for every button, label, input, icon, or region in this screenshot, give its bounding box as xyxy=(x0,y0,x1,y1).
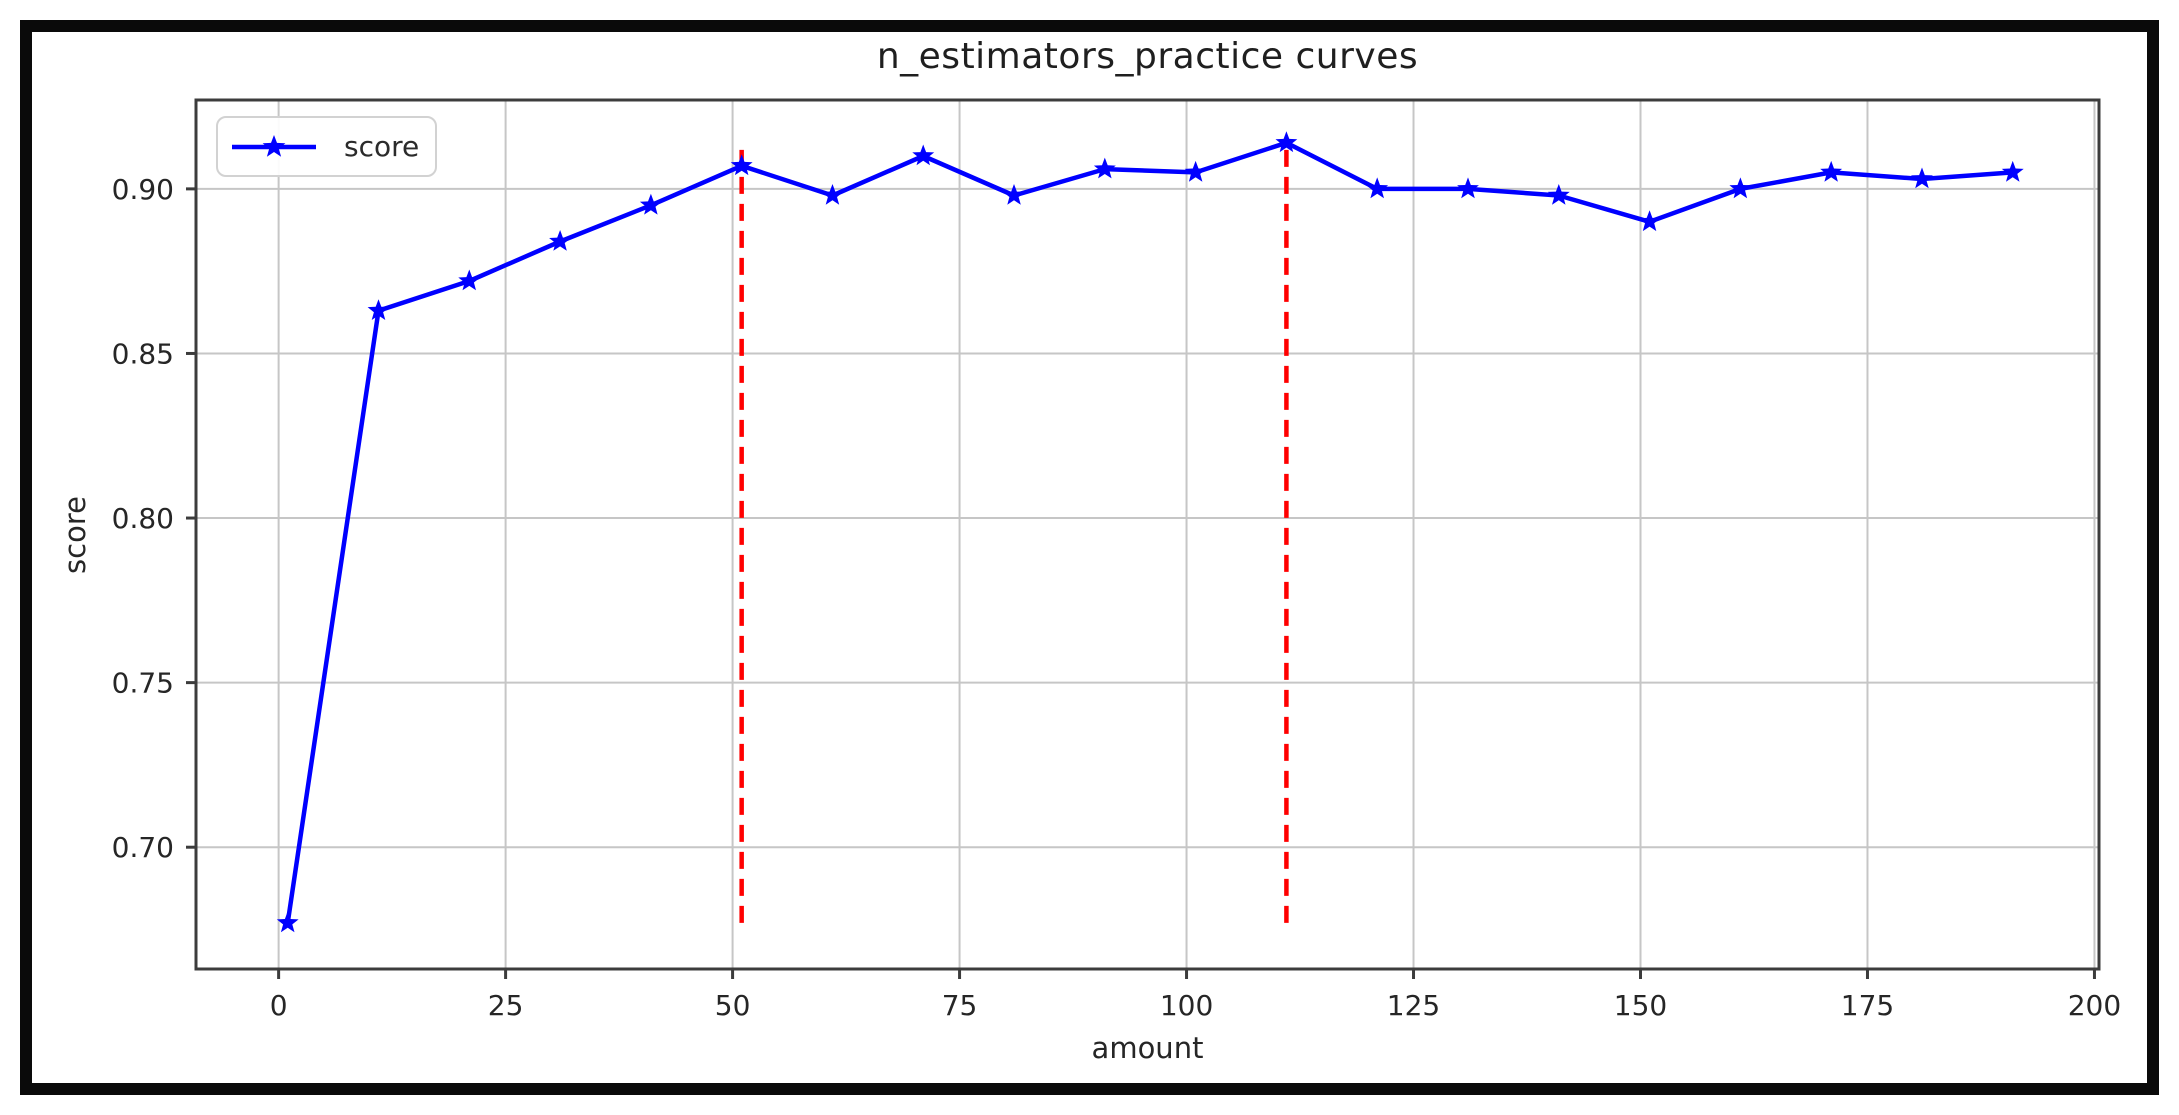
svg-text:0.70: 0.70 xyxy=(112,831,174,864)
svg-text:200: 200 xyxy=(2068,989,2121,1022)
svg-text:150: 150 xyxy=(1614,989,1667,1022)
svg-text:0: 0 xyxy=(270,989,288,1022)
svg-text:100: 100 xyxy=(1160,989,1213,1022)
svg-text:25: 25 xyxy=(488,989,524,1022)
svg-text:175: 175 xyxy=(1841,989,1894,1022)
svg-text:0.90: 0.90 xyxy=(112,173,174,206)
legend-label: score xyxy=(344,130,420,163)
svg-text:75: 75 xyxy=(942,989,978,1022)
svg-text:50: 50 xyxy=(715,989,751,1022)
figure-border xyxy=(20,20,2159,1095)
chart-title: n_estimators_practice curves xyxy=(876,36,1419,77)
svg-text:0.75: 0.75 xyxy=(112,667,174,700)
svg-text:0.80: 0.80 xyxy=(112,502,174,535)
legend: score xyxy=(216,116,437,177)
y-axis-title: score xyxy=(58,496,92,574)
svg-text:0.85: 0.85 xyxy=(112,337,174,370)
svg-text:125: 125 xyxy=(1387,989,1440,1022)
legend-line-star-swatch xyxy=(232,134,316,157)
x-axis-title: amount xyxy=(1091,1031,1204,1065)
